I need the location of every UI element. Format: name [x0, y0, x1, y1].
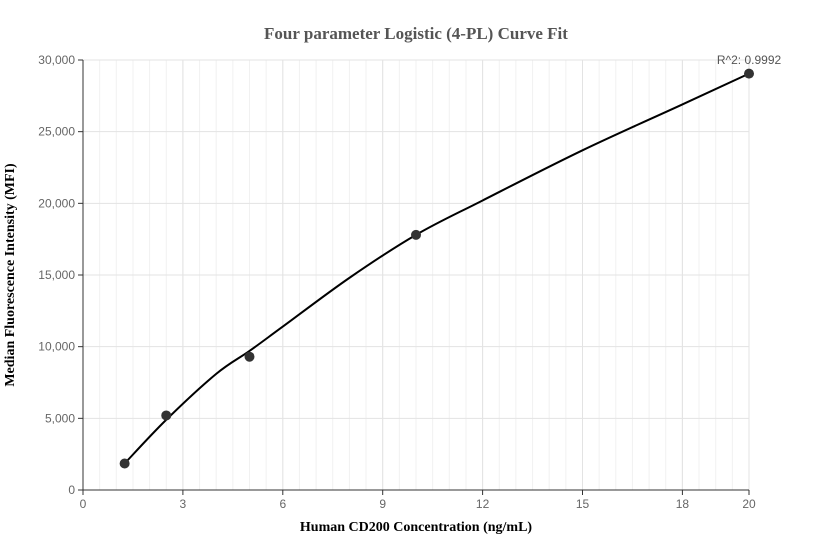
major-grid	[83, 59, 750, 490]
y-axis-label: Median Fluorescence Intensity (MFI)	[3, 163, 18, 387]
x-ticks: 0 3 6 9 12 15 18 20	[80, 490, 756, 511]
chart-title: Four parameter Logistic (4-PL) Curve Fit	[264, 24, 568, 43]
x-tick-label: 20	[742, 497, 756, 511]
x-tick-label: 6	[279, 497, 286, 511]
r-squared-annotation: R^2: 0.9992	[717, 53, 782, 67]
y-tick-label: 25,000	[38, 125, 75, 139]
data-point	[119, 458, 130, 469]
data-point	[244, 351, 255, 362]
y-tick-label: 20,000	[38, 196, 75, 210]
x-tick-label: 15	[576, 497, 590, 511]
y-tick-label: 5,000	[45, 411, 75, 425]
data-point	[744, 68, 754, 79]
x-tick-label: 3	[180, 497, 187, 511]
x-tick-label: 18	[676, 497, 690, 511]
y-tick-label: 15,000	[38, 268, 75, 282]
x-tick-label: 9	[379, 497, 386, 511]
data-point	[411, 229, 421, 240]
fit-curve	[123, 72, 750, 465]
y-tick-label: 10,000	[38, 340, 75, 354]
x-tick-label: 12	[476, 497, 490, 511]
y-ticks: 0 5,000 10,000 15,000 20,000 25,000 30,000	[38, 53, 83, 497]
x-axis-label: Human CD200 Concentration (ng/mL)	[300, 520, 533, 535]
data-points	[119, 68, 754, 469]
y-tick-label: 0	[68, 483, 75, 497]
data-point	[161, 410, 172, 421]
y-tick-label: 30,000	[38, 53, 75, 67]
x-tick-label: 0	[80, 497, 87, 511]
